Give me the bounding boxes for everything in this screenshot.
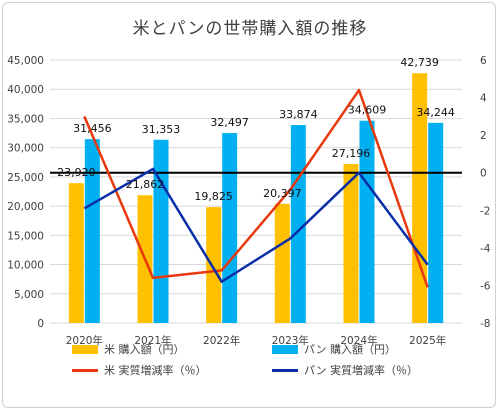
x-tick-label: 2025年 <box>409 334 446 347</box>
legend-item: パン 購入額（円） <box>272 341 396 357</box>
bar-data-label: 27,196 <box>332 147 371 160</box>
y-right-tick-label: 2 <box>480 130 487 142</box>
y-left-tick-label: 25,000 <box>7 172 44 184</box>
bar-data-label: 20,397 <box>263 187 302 200</box>
x-tick-label: 2021年 <box>134 334 171 347</box>
y-right-tick-label: -8 <box>480 318 490 330</box>
bar <box>153 139 169 323</box>
bar <box>290 125 306 323</box>
y-left-tick-label: 35,000 <box>7 113 44 125</box>
y-left-tick-label: 30,000 <box>7 143 44 155</box>
y-right-tick-label: 6 <box>480 55 487 67</box>
y-right-tick-label: -6 <box>480 280 491 292</box>
y-right-tick-label: 0 <box>480 168 487 180</box>
legend-swatch <box>272 368 298 372</box>
y-left-tick-label: 5,000 <box>14 289 44 301</box>
x-tick-label: 2022年 <box>203 334 240 347</box>
series-line <box>83 88 429 288</box>
legend-item: パン 実質増減率（％） <box>272 362 418 378</box>
gridlines <box>50 59 462 324</box>
y-left-tick-label: 15,000 <box>7 230 44 242</box>
lines <box>83 88 429 288</box>
y-right-tick-label: 4 <box>480 93 487 105</box>
y-left-tick-label: 20,000 <box>7 201 44 213</box>
legend-item: 米 実質増減率（％） <box>72 362 207 378</box>
series-line <box>83 167 429 283</box>
bar-data-label: 19,825 <box>194 190 233 203</box>
x-tick-label: 2023年 <box>272 334 309 347</box>
y-right-tick-label: -4 <box>480 243 491 255</box>
bar <box>68 183 84 323</box>
legend-swatch <box>72 368 98 372</box>
bar <box>428 122 444 323</box>
bars <box>68 73 444 324</box>
bar <box>274 203 290 323</box>
bar-data-label: 33,874 <box>279 108 318 121</box>
bar-data-label: 34,244 <box>416 106 455 119</box>
y-right-tick-label: -2 <box>480 205 490 217</box>
bar-data-label: 21,862 <box>126 178 165 191</box>
x-tick-label: 2024年 <box>340 334 377 347</box>
bar <box>343 164 359 323</box>
legend-swatch <box>272 344 298 354</box>
legend-item: 米 購入額（円） <box>72 341 185 357</box>
x-tick-label: 2020年 <box>66 334 103 347</box>
data-labels: 23,920 21,862 19,825 20,397 27,196 42,739 31,4… <box>57 56 455 203</box>
bar <box>84 139 100 323</box>
y-left-tick-label: 10,000 <box>7 260 44 272</box>
chart-title: 米とパンの世帯購入額の推移 <box>132 19 368 39</box>
bar-data-label: 31,353 <box>142 123 181 136</box>
y-left-tick-label: 40,000 <box>7 84 44 96</box>
bar <box>206 207 222 323</box>
bar-data-label: 23,920 <box>57 166 96 179</box>
legend-label: 米 実質増減率（％） <box>104 364 207 377</box>
y-left-tick-label: 45,000 <box>7 55 44 67</box>
axis-ticks: 0 5,000 10,000 15,000 20,000 25,000 30,000 35,0… <box>7 55 491 347</box>
legend-label: パン 購入額（円） <box>304 343 397 356</box>
bar-data-label: 32,497 <box>210 116 249 129</box>
legend-swatch <box>72 344 98 354</box>
bar <box>222 133 238 323</box>
legend-label: 米 購入額（円） <box>104 343 185 356</box>
bar <box>359 120 375 324</box>
legend-label: パン 実質増減率（％） <box>304 364 419 377</box>
bar-data-label: 31,456 <box>73 122 112 135</box>
y-left-tick-label: 0 <box>37 318 44 330</box>
bar-data-label: 34,609 <box>348 104 387 117</box>
bar-data-label: 42,739 <box>400 56 439 69</box>
